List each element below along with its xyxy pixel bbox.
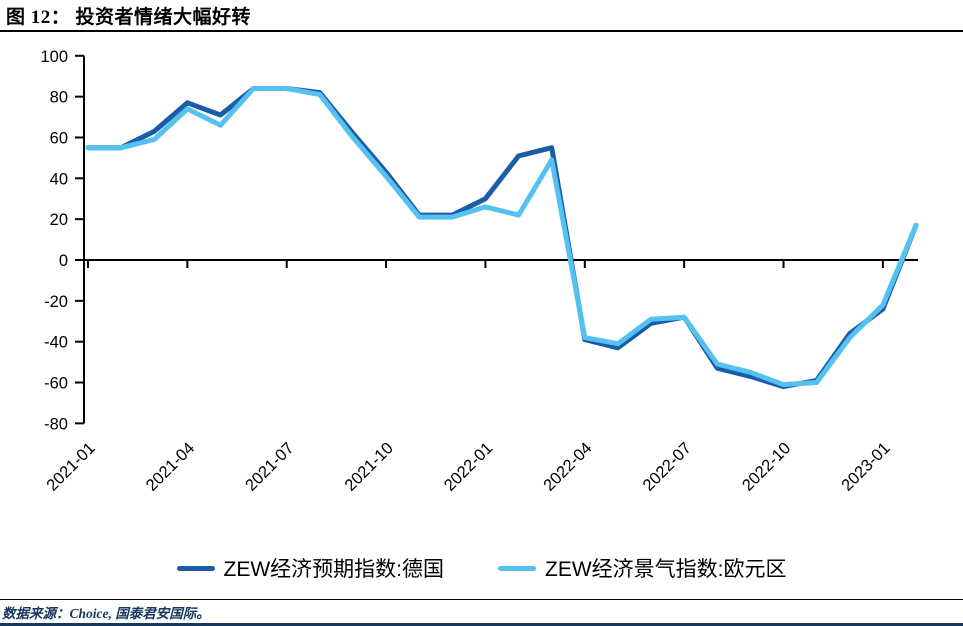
legend: ZEW经济预期指数:德国 ZEW经济景气指数:欧元区 — [0, 553, 963, 583]
y-tick-label: 20 — [50, 211, 68, 229]
x-tick-label: 2021-01 — [43, 439, 99, 495]
legend-item-germany: ZEW经济预期指数:德国 — [176, 553, 445, 583]
x-tick-label: 2021-07 — [242, 439, 298, 495]
legend-swatch-germany — [176, 565, 215, 571]
series-line-1 — [85, 86, 919, 388]
x-tick-label-group: 2022-07 — [639, 439, 695, 495]
legend-label-eurozone: ZEW经济景气指数:欧元区 — [545, 558, 787, 581]
legend-swatch-eurozone — [498, 565, 536, 571]
x-tick-label: 2021-04 — [143, 439, 199, 495]
y-tick-label: -80 — [44, 415, 68, 433]
y-tick-label: -40 — [44, 334, 68, 352]
x-tick-label-group: 2022-04 — [540, 439, 596, 495]
x-tick-label-group: 2021-07 — [242, 439, 298, 495]
chart-title: 图 12： 投资者情绪大幅好转 — [6, 7, 252, 28]
x-tick-label-group: 2021-10 — [341, 439, 397, 495]
y-tick-label: -20 — [44, 293, 68, 311]
y-tick-label: 60 — [50, 129, 68, 147]
chart-svg: 100 80 60 40 20 0 -20 -40 -60 -80 2021-01 2021-04 20… — [40, 48, 919, 495]
title-divider — [0, 30, 963, 32]
series-line-0 — [85, 86, 919, 390]
x-tick-label-group: 2023-01 — [838, 439, 894, 495]
x-tick-label: 2022-04 — [540, 439, 596, 495]
x-tick-label: 2023-01 — [838, 439, 894, 495]
y-tick-label: 0 — [59, 252, 68, 270]
bottom-border-bar — [0, 623, 963, 626]
y-tick-label: -60 — [44, 375, 68, 393]
x-tick-label-group: 2022-01 — [441, 439, 497, 495]
data-source-note: 数据来源：Choice, 国泰君安国际。 — [2, 606, 210, 621]
y-tick-label: 80 — [50, 89, 68, 107]
x-tick-label-group: 2022-10 — [739, 439, 795, 495]
x-tick-label: 2021-10 — [341, 439, 397, 495]
footer-divider — [0, 599, 963, 600]
x-tick-label: 2022-10 — [739, 439, 795, 495]
x-tick-label: 2022-07 — [639, 439, 695, 495]
y-tick-label: 40 — [50, 170, 68, 188]
y-tick-label: 100 — [40, 48, 68, 66]
x-tick-label: 2022-01 — [441, 439, 497, 495]
legend-item-eurozone: ZEW经济景气指数:欧元区 — [498, 553, 787, 583]
x-tick-label-group: 2021-04 — [143, 439, 199, 495]
x-tick-label-group: 2021-01 — [43, 439, 99, 495]
legend-label-germany: ZEW经济预期指数:德国 — [223, 558, 445, 581]
